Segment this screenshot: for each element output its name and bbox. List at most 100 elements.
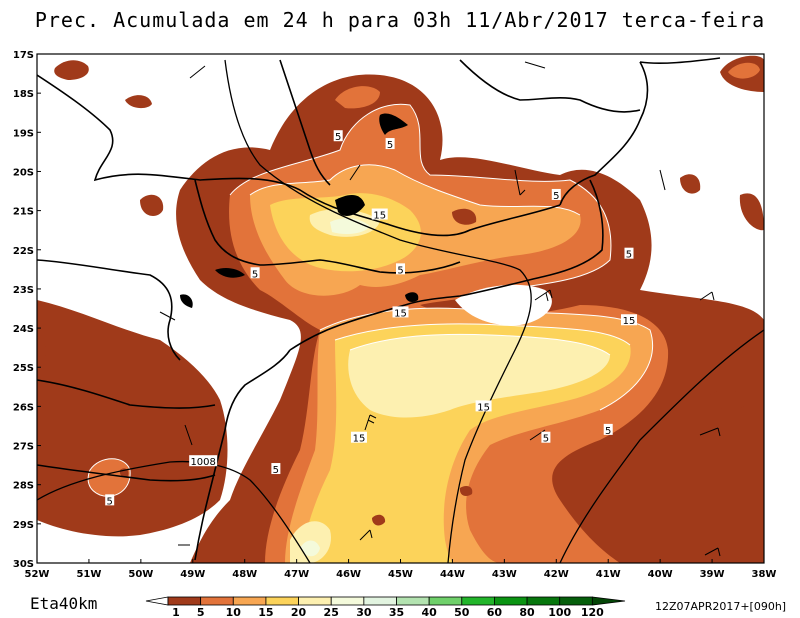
contour-label: 15 [373,211,386,222]
lat-label: 17S [13,50,34,61]
colorbar-tick-label: 20 [291,606,307,618]
lat-label: 24S [13,324,34,335]
colorbar-tick-label: 40 [421,606,437,618]
colorbar-tick-label: 5 [197,606,205,618]
lon-label: 50W [128,569,153,580]
colorbar-tick-label: 120 [581,606,604,618]
lon-label: 48W [232,569,257,580]
lon-label: 46W [336,569,361,580]
contour-label-bg [603,423,613,435]
lon-label: 49W [180,569,205,580]
colorbar-tick-label: 30 [356,606,372,618]
colorbar-tick-label: 25 [324,606,339,618]
model-name: Eta40km [30,594,98,613]
colorbar-tick-label: 10 [226,606,242,618]
colorbar-swatch [232,596,267,606]
lon-label: 41W [596,569,621,580]
contour-label: 5 [397,265,403,276]
lat-label: 26S [13,402,34,413]
contour-label: 5 [252,269,258,280]
colorbar-tick-label: 1 [172,606,180,618]
lat-label: 30S [13,559,34,570]
lat-label: 18S [13,89,34,100]
precip-band-25mm [330,218,370,234]
precip-patch-w [37,343,47,358]
colorbar-swatch [363,596,397,606]
contour-label: 5 [335,132,341,143]
colorbar-swatch [494,596,528,606]
contour-label-bg [271,463,281,475]
isobar-label-layer: 1008 [189,455,218,468]
precip-patch-nw3 [140,194,164,216]
colorbar-swatch [298,596,332,606]
precipitation-field [37,55,764,563]
dry-area-sp-coast [455,284,552,326]
colorbar-swatch [200,596,234,606]
contour-label: 5 [605,426,611,437]
lon-label: 38W [752,569,777,580]
lon-label: 47W [284,569,309,580]
precip-patch-5-sw [88,458,131,497]
lat-label: 23S [13,285,34,296]
colorbar-tick-label: 80 [519,606,535,618]
colorbar-swatch [526,596,561,606]
colorbar-swatch [265,596,299,606]
lon-label: 45W [388,569,413,580]
colorbar-swatch [559,596,593,606]
lon-label: 44W [440,569,465,580]
contour-label: 15 [353,434,366,445]
contour-label-bg [385,138,395,150]
wind-barbs [159,61,721,557]
lon-label: 42W [544,569,569,580]
lat-label: 28S [13,481,34,492]
lon-label: 43W [492,569,517,580]
contour-label: 5 [553,191,559,202]
isobar-label-bg [189,455,218,467]
precip-patch-25-s [300,540,320,557]
colorbar-swatch [167,596,202,606]
colorbar-tick-label: 100 [548,606,571,618]
lat-label: 25S [13,363,34,374]
lat-label: 29S [13,520,34,531]
precip-patch-e2 [739,193,764,231]
contour-label-bg [350,431,367,443]
lat-label: 27S [13,442,34,453]
contour-label: 15 [477,402,490,413]
colorbar-swatch [428,596,463,606]
colorbar-tick-label: 50 [454,606,470,618]
coastline-and-borders [37,57,721,561]
colorbar-arrow-left [145,596,169,606]
precip-patch-5-n [335,86,380,109]
contour-label-bg [475,400,492,412]
precip-patch-dot [372,514,386,526]
contour-label-bg [541,431,551,443]
lat-label: 21S [13,207,34,218]
lon-label: 51W [76,569,101,580]
map-title: Prec. Acumulada em 24 h para 03h 11/Abr/… [34,8,766,32]
contour-label-bg [105,494,115,506]
precip-patch-e3 [710,389,745,411]
lat-label: 20S [13,167,34,178]
isobar-label: 1008 [190,457,215,468]
lat-label: 19S [13,128,34,139]
contour-label-bg [333,130,343,142]
contour-label: 15 [623,316,636,327]
lon-label: 40W [648,569,673,580]
colorbar-swatch [396,596,430,606]
precip-patch-nw2 [125,95,152,109]
contour-label-layer: 5 5 15 5 5 5 5 15 15 15 15 5 5 5 5 [105,130,637,507]
contour-label-bg [396,263,405,275]
colorbar-swatch [330,596,365,606]
reservoirs [180,113,419,308]
colorbar-tick-label: 60 [487,606,503,618]
longitude-axis: 52W 51W 50W 49W 48W 47W 46W 45W 44W 43W 42W 41W 40W 3… [25,559,777,580]
latitude-axis: 17S 18S 19S 20S 21S 22S 23S 24S 25S 26S 27S 28S 29S 3… [13,50,41,570]
contour-label-bg [620,314,637,326]
lat-label: 22S [13,246,34,257]
precip-patch-5-ne [728,62,760,79]
contour-label-bg [371,208,388,220]
run-info: 12Z07APR2017+[090h] [655,600,787,613]
colorbar-swatch [461,596,495,606]
precip-patch-dot3 [452,208,477,225]
contour-lines [87,103,654,497]
